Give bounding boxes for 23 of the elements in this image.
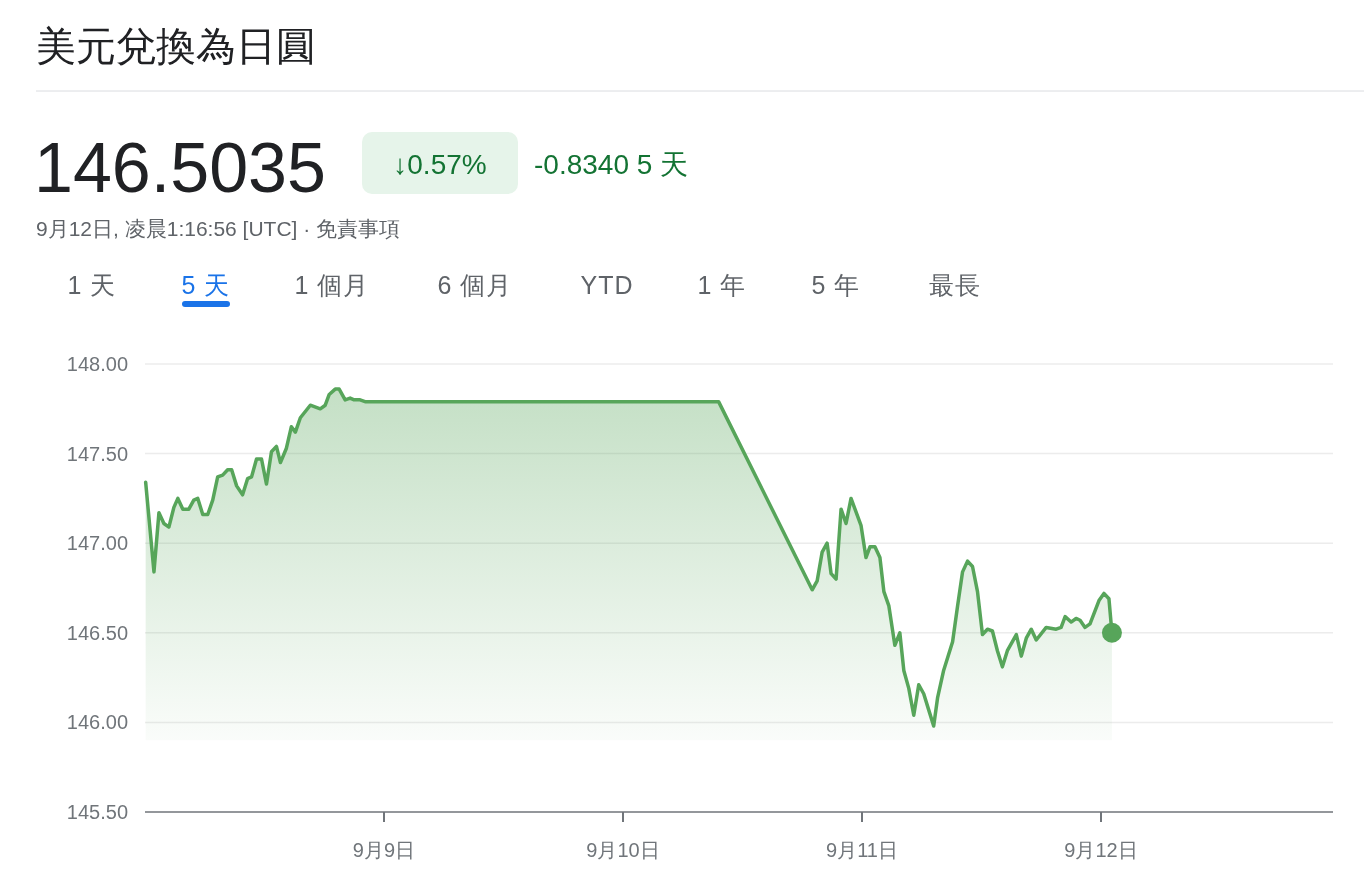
- y-tick-label: 146.50: [66, 621, 128, 644]
- text: 146.5035: [34, 129, 326, 207]
- text: 5 年: [811, 271, 861, 299]
- chart-title: 美元兌換為日圓: [36, 24, 316, 68]
- text: -0.8340 5 天: [534, 149, 689, 180]
- y-tick-label: 147.00: [66, 532, 128, 555]
- text: 1 年: [697, 271, 747, 299]
- y-tick-label: 146.00: [66, 711, 128, 734]
- text: 6 個月: [437, 271, 513, 299]
- y-tick-label: 148.00: [66, 353, 128, 375]
- y-tick-label: 147.50: [66, 442, 128, 465]
- text: 1 個月: [294, 271, 370, 299]
- x-tick-label: 9月9日: [352, 839, 416, 861]
- x-tick-label: 9月10日: [586, 839, 660, 861]
- text: 5 天: [181, 271, 231, 299]
- text: 1 天: [67, 271, 117, 299]
- x-tick-label: 9月12日: [1064, 839, 1138, 861]
- text: 最長: [929, 271, 981, 299]
- y-tick-label: 145.50: [66, 801, 128, 823]
- text: ↓0.57%: [393, 149, 487, 180]
- text: YTD: [580, 271, 634, 299]
- text: 9月12日, 凌晨1:16:56 [UTC] · 免責事項: [36, 217, 401, 240]
- x-tick-label: 9月11日: [826, 839, 898, 861]
